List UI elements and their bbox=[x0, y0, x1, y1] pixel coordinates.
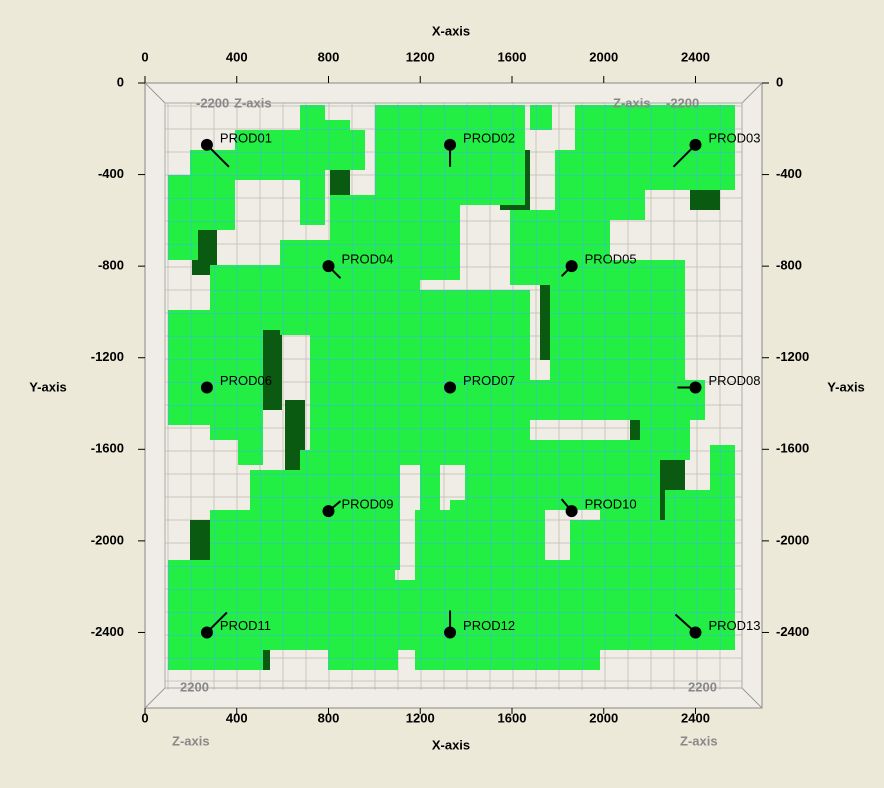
z-axis-label: Z-axis bbox=[172, 733, 210, 748]
well bbox=[200, 138, 213, 151]
well bbox=[322, 260, 335, 273]
well bbox=[565, 505, 578, 518]
reservoir-cell bbox=[400, 160, 460, 280]
reservoir-cell bbox=[555, 150, 645, 220]
y-tick-label: -1200 bbox=[776, 349, 809, 364]
z-axis-label: Z-axis bbox=[234, 95, 272, 110]
reservoir-cell bbox=[590, 380, 705, 420]
frame-edge bbox=[144, 687, 166, 709]
x-tick-label: 2400 bbox=[681, 710, 710, 725]
well-label: PROD09 bbox=[341, 497, 393, 512]
well bbox=[200, 626, 213, 639]
reservoir-cell bbox=[310, 320, 330, 400]
well bbox=[689, 626, 702, 639]
reservoir-cell bbox=[320, 120, 350, 170]
well bbox=[200, 381, 213, 394]
well bbox=[322, 505, 335, 518]
x-tick-label: 400 bbox=[226, 710, 248, 725]
x-tick-label: 1200 bbox=[406, 710, 435, 725]
reservoir-cell bbox=[168, 310, 263, 425]
reservoir-cell bbox=[350, 130, 365, 170]
reservoir-cell bbox=[620, 440, 660, 510]
well-label: PROD10 bbox=[585, 497, 637, 512]
y-axis-title: Y-axis bbox=[29, 379, 67, 394]
y-tick-label: -800 bbox=[98, 258, 124, 273]
x-axis-title: X-axis bbox=[432, 23, 470, 38]
x-tick-label: 0 bbox=[141, 49, 148, 64]
reservoir-cell bbox=[390, 290, 530, 380]
well bbox=[565, 260, 578, 273]
y-tick-label: -2000 bbox=[776, 532, 809, 547]
y-tick-label: -2400 bbox=[91, 624, 124, 639]
frame-edge bbox=[741, 687, 763, 709]
y-tick-label: 0 bbox=[117, 74, 124, 89]
z-axis-label: -2200 bbox=[196, 95, 229, 110]
reservoir-cell bbox=[415, 510, 545, 670]
x-tick-label: 2000 bbox=[589, 710, 618, 725]
frame-edge bbox=[144, 82, 166, 104]
reservoir-cell bbox=[238, 420, 263, 465]
reservoir-cell bbox=[550, 260, 685, 380]
x-tick-label: 0 bbox=[141, 710, 148, 725]
reservoir-cell bbox=[190, 150, 235, 230]
well-label: PROD03 bbox=[708, 130, 760, 145]
well-label: PROD06 bbox=[220, 373, 272, 388]
y-tick-label: -2000 bbox=[91, 532, 124, 547]
x-axis-title: X-axis bbox=[432, 737, 470, 752]
well bbox=[689, 138, 702, 151]
well-label: PROD02 bbox=[463, 130, 515, 145]
reservoir-cell bbox=[710, 445, 735, 500]
reservoir-cell bbox=[328, 600, 398, 670]
x-tick-label: 1600 bbox=[498, 49, 527, 64]
inner-frame bbox=[164, 102, 743, 689]
well-label: PROD07 bbox=[463, 373, 515, 388]
x-tick-label: 1600 bbox=[498, 710, 527, 725]
well-label: PROD04 bbox=[341, 252, 393, 267]
y-tick-label: -1600 bbox=[91, 441, 124, 456]
x-tick-label: 1200 bbox=[406, 49, 435, 64]
well-label: PROD11 bbox=[220, 618, 271, 633]
frame-edge bbox=[741, 82, 763, 104]
y-tick-label: 0 bbox=[776, 74, 783, 89]
well-label: PROD13 bbox=[708, 618, 760, 633]
y-tick-label: -400 bbox=[98, 166, 124, 181]
z-axis-label: Z-axis bbox=[613, 95, 651, 110]
z-axis-label: -2200 bbox=[666, 95, 699, 110]
well bbox=[444, 138, 457, 151]
reservoir-cell bbox=[510, 380, 600, 420]
x-tick-label: 800 bbox=[318, 49, 340, 64]
reservoir-cell bbox=[450, 500, 510, 530]
y-tick-label: -1200 bbox=[91, 349, 124, 364]
well bbox=[444, 626, 457, 639]
well-label: PROD01 bbox=[220, 130, 272, 145]
reservoir-cell bbox=[235, 130, 305, 180]
x-tick-label: 800 bbox=[318, 710, 340, 725]
y-tick-label: -400 bbox=[776, 166, 802, 181]
z-axis-label: Z-axis bbox=[680, 733, 718, 748]
reservoir-cell bbox=[600, 600, 685, 650]
y-tick-label: -2400 bbox=[776, 624, 809, 639]
z-axis-label: 2200 bbox=[688, 679, 717, 694]
x-tick-label: 2400 bbox=[681, 49, 710, 64]
well-label: PROD05 bbox=[585, 252, 637, 267]
y-axis-title: Y-axis bbox=[827, 379, 865, 394]
well bbox=[444, 381, 457, 394]
reservoir-cells bbox=[168, 105, 735, 670]
reservoir-cell bbox=[530, 105, 552, 130]
well-label: PROD12 bbox=[463, 618, 515, 633]
x-tick-label: 2000 bbox=[589, 49, 618, 64]
z-axis-label: 2200 bbox=[180, 679, 209, 694]
well bbox=[689, 381, 702, 394]
well-label: PROD08 bbox=[708, 373, 760, 388]
y-tick-label: -800 bbox=[776, 258, 802, 273]
y-tick-label: -1600 bbox=[776, 441, 809, 456]
x-tick-label: 400 bbox=[226, 49, 248, 64]
